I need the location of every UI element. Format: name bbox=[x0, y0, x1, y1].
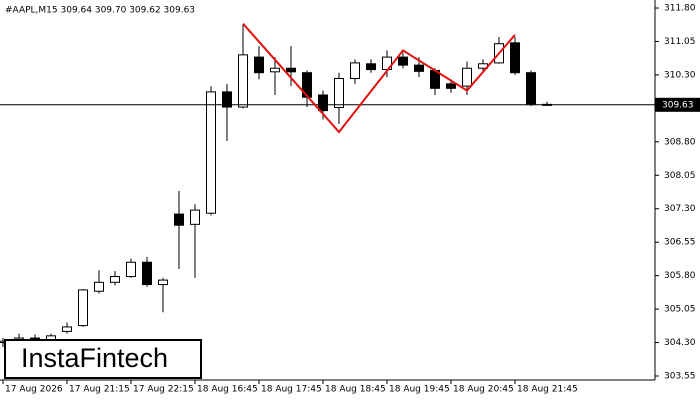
y-tick-label: 311.05 bbox=[664, 37, 696, 47]
candle-body bbox=[78, 289, 88, 327]
y-tick-label: 310.30 bbox=[664, 70, 696, 80]
candle-body bbox=[158, 279, 168, 286]
candle-body bbox=[222, 91, 232, 108]
candle-body bbox=[174, 213, 184, 226]
x-tick-label: 18 Aug 21:45 bbox=[517, 385, 578, 395]
candle-body bbox=[142, 261, 152, 286]
y-tick-label: 307.30 bbox=[664, 204, 696, 214]
x-tick-label: 18 Aug 17:45 bbox=[261, 385, 322, 395]
candle-body bbox=[526, 72, 536, 105]
candle-body bbox=[350, 62, 360, 79]
candle-body bbox=[126, 261, 136, 278]
candle-body bbox=[398, 56, 408, 66]
y-tick-label: 304.30 bbox=[664, 338, 696, 348]
y-tick-label: 303.55 bbox=[664, 371, 696, 381]
candle-body bbox=[110, 276, 120, 283]
candle-body bbox=[206, 91, 216, 214]
y-tick-label: 306.55 bbox=[664, 238, 696, 248]
candle-body bbox=[62, 326, 72, 332]
candle-body bbox=[462, 67, 472, 87]
logo: InstaFintech bbox=[21, 343, 168, 373]
candle-body bbox=[94, 281, 104, 292]
x-tick-label: 18 Aug 20:45 bbox=[453, 385, 514, 395]
candle-body bbox=[238, 54, 248, 108]
candle-body bbox=[446, 83, 456, 89]
price-label: 309.63 bbox=[662, 100, 694, 110]
x-tick-label: 17 Aug 2026 bbox=[5, 385, 63, 395]
y-tick-label: 311.80 bbox=[664, 4, 696, 14]
y-tick-label: 305.80 bbox=[664, 271, 696, 281]
y-tick-label: 305.05 bbox=[664, 305, 696, 315]
chart-title: #AAPL,M15 309.64 309.70 309.62 309.63 bbox=[5, 6, 195, 16]
y-tick-label: 308.05 bbox=[664, 171, 696, 181]
x-tick-label: 18 Aug 16:45 bbox=[197, 385, 258, 395]
candle-body bbox=[318, 94, 328, 112]
pattern-line bbox=[242, 22, 516, 134]
candle-body bbox=[190, 209, 200, 225]
candle-body bbox=[254, 56, 264, 74]
logo-box bbox=[4, 339, 202, 379]
candle-body bbox=[366, 63, 376, 71]
y-tick-label: 308.80 bbox=[664, 137, 696, 147]
candle-body bbox=[334, 77, 344, 108]
x-tick-label: 18 Aug 18:45 bbox=[325, 385, 386, 395]
x-tick-label: 17 Aug 22:15 bbox=[133, 385, 194, 395]
x-tick-label: 18 Aug 19:45 bbox=[389, 385, 450, 395]
x-tick-label: 17 Aug 21:15 bbox=[69, 385, 130, 395]
candle-body bbox=[414, 64, 424, 72]
candle-body bbox=[510, 42, 520, 74]
candle-body bbox=[270, 67, 280, 73]
price-box bbox=[655, 97, 700, 112]
candle-body bbox=[286, 67, 296, 73]
